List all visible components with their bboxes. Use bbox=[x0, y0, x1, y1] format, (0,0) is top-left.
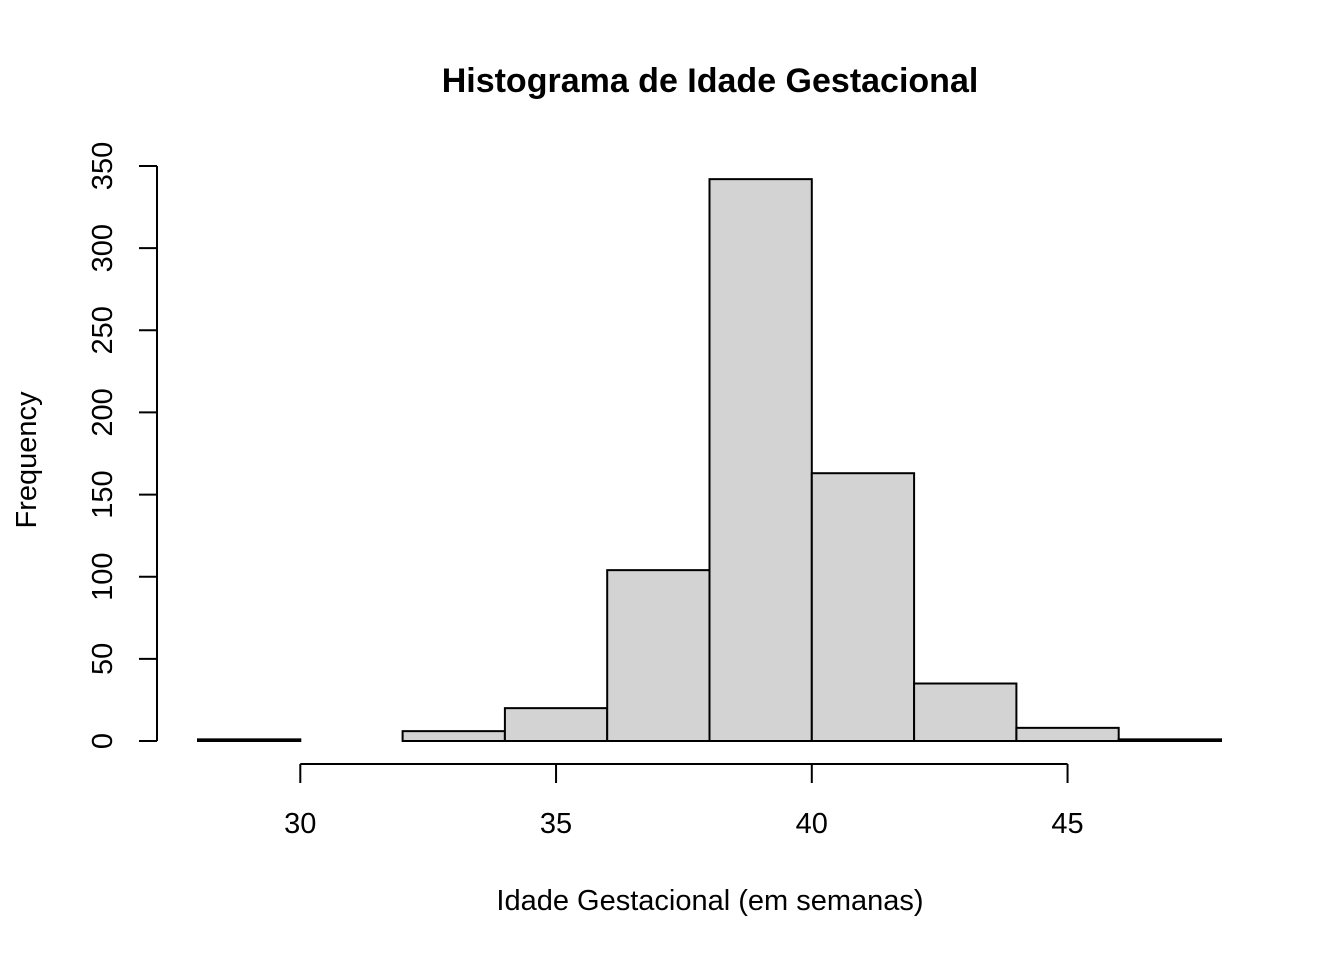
x-tick-label: 30 bbox=[284, 808, 316, 840]
y-tick-label: 0 bbox=[87, 733, 119, 749]
x-axis: 30 35 40 45 bbox=[284, 763, 1084, 840]
histogram-bar bbox=[708, 178, 813, 742]
y-axis-label: Frequency bbox=[11, 391, 43, 529]
y-tick-label: 350 bbox=[87, 142, 119, 190]
chart-title: Histograma de Idade Gestacional bbox=[442, 62, 979, 100]
y-tick-label: 100 bbox=[87, 553, 119, 601]
histogram-bar bbox=[401, 730, 506, 743]
histogram-bar bbox=[1117, 738, 1222, 742]
x-tick-label: 35 bbox=[540, 808, 572, 840]
histogram-bar bbox=[913, 682, 1018, 742]
y-tick-label: 150 bbox=[87, 470, 119, 518]
histogram-bar bbox=[197, 738, 302, 742]
histogram-bar bbox=[503, 707, 609, 743]
x-axis-label: Idade Gestacional (em semanas) bbox=[496, 885, 923, 917]
x-tick-label: 40 bbox=[796, 808, 828, 840]
x-tick-label: 45 bbox=[1051, 808, 1083, 840]
y-tick-label: 250 bbox=[87, 306, 119, 354]
y-tick-label: 200 bbox=[87, 388, 119, 436]
histogram-bar bbox=[606, 569, 711, 743]
bars-group bbox=[197, 178, 1222, 743]
histogram-bar bbox=[810, 472, 916, 742]
y-tick-label: 50 bbox=[87, 643, 119, 675]
histogram-bar bbox=[1015, 726, 1120, 742]
y-axis: 0 50 100 150 200 250 300 350 bbox=[87, 142, 158, 749]
y-tick-label: 300 bbox=[87, 224, 119, 272]
